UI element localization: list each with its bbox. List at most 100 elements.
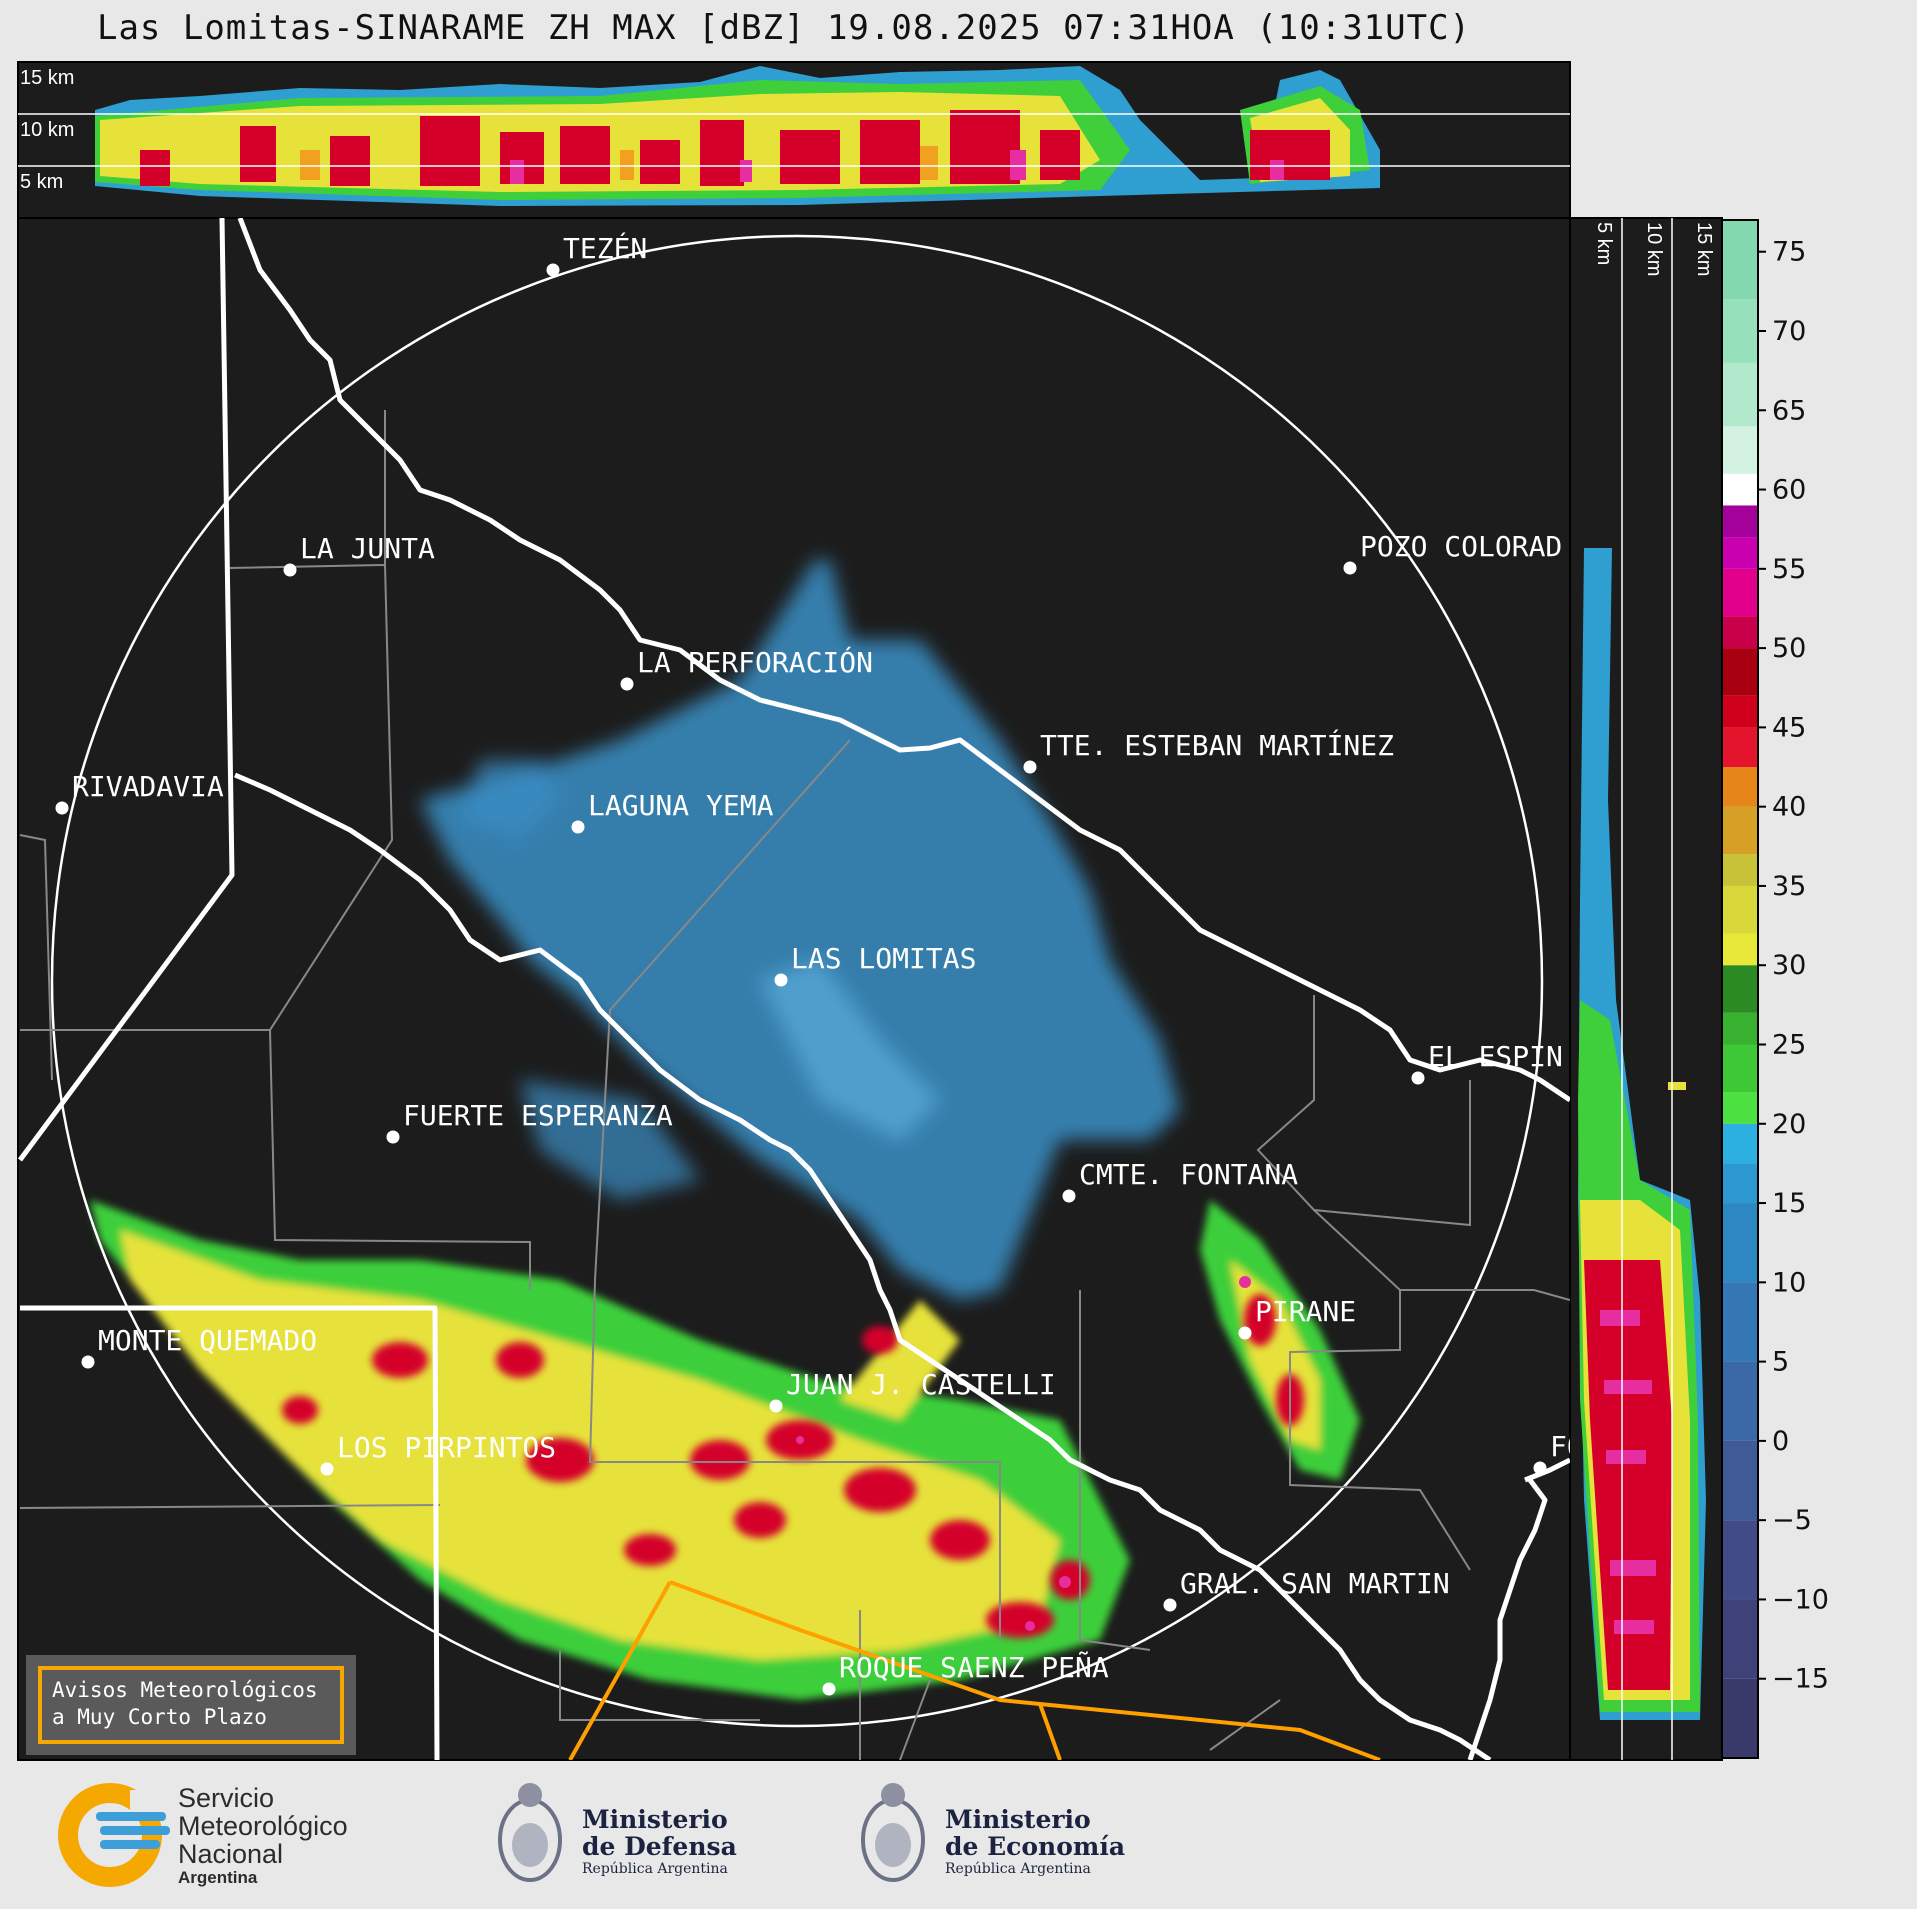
city-label: JUAN J. CASTELLI bbox=[786, 1368, 1056, 1401]
map-title: Las Lomitas-SINARAME ZH MAX [dBZ] 19.08.… bbox=[96, 8, 1472, 48]
city-marker-icon bbox=[769, 1399, 783, 1413]
colorbar-band bbox=[1722, 1012, 1758, 1045]
roads bbox=[568, 1580, 1381, 1760]
city-marker-icon bbox=[55, 801, 69, 815]
city-markers: TEZÉN LA JUNTA POZO COLORAD LA PERFORACIÓN T… bbox=[55, 231, 1584, 1696]
colorbar-tick-label: 15 bbox=[1772, 1188, 1806, 1219]
warning-box[interactable]: Avisos Meteorológicos a Muy Corto Plazo bbox=[26, 1655, 356, 1755]
side-echo-profile bbox=[1578, 548, 1706, 1720]
colorbar-tick-label: 75 bbox=[1772, 237, 1806, 268]
side-height-panel: 5 km 10 km 15 km bbox=[1569, 217, 1723, 1761]
city-label: CMTE. FONTANA bbox=[1079, 1158, 1298, 1191]
city-label: FUERTE ESPERANZA bbox=[403, 1099, 673, 1132]
colorbar-tick-label: 70 bbox=[1772, 316, 1806, 347]
city-label: LAS LOMITAS bbox=[791, 942, 976, 975]
city-label: TTE. ESTEBAN MARTÍNEZ bbox=[1040, 728, 1394, 762]
colorbar-band bbox=[1722, 965, 1758, 1013]
colorbar-tick-label: −5 bbox=[1772, 1505, 1812, 1536]
colorbar-band bbox=[1722, 1678, 1758, 1758]
defensa-line-3: República Argentina bbox=[582, 1861, 728, 1877]
city-label: TEZÉN bbox=[563, 231, 647, 265]
city-label: FO bbox=[1550, 1430, 1584, 1463]
colorbar-band bbox=[1722, 299, 1758, 363]
colorbar-band bbox=[1722, 568, 1758, 617]
smn-logo-text: Servicio Meteorológico Nacional Argentin… bbox=[178, 1784, 348, 1888]
city-label: PIRANE bbox=[1255, 1295, 1356, 1328]
top-echo-profile bbox=[95, 66, 1380, 206]
defensa-seal-icon bbox=[498, 1783, 562, 1882]
colorbar-band bbox=[1722, 426, 1758, 474]
colorbar-band bbox=[1722, 1123, 1758, 1164]
economia-line-3: República Argentina bbox=[945, 1861, 1091, 1877]
colorbar-band bbox=[1722, 933, 1758, 966]
city-label: GRAL. SAN MARTIN bbox=[1180, 1567, 1450, 1600]
city-label: POZO COLORAD bbox=[1360, 530, 1562, 563]
department-boundaries bbox=[19, 410, 1570, 1760]
colorbar-tick-label: 25 bbox=[1772, 1029, 1806, 1060]
city-label: ROQUE SAENZ PEÑA bbox=[839, 1650, 1109, 1684]
colorbar-band bbox=[1722, 885, 1758, 934]
colorbar-band bbox=[1722, 1520, 1758, 1600]
side-alt-label-15: 15 km bbox=[1693, 222, 1715, 276]
city-label: LOS PIRPINTOS bbox=[337, 1431, 556, 1464]
smn-line-1: Servicio bbox=[178, 1783, 275, 1813]
colorbar-band bbox=[1722, 362, 1758, 427]
city-label: RIVADAVIA bbox=[72, 770, 224, 803]
city-marker-icon bbox=[1411, 1071, 1425, 1085]
economia-logo-text: Ministerio de Economía República Argenti… bbox=[945, 1806, 1125, 1878]
city-label: EL ESPIN bbox=[1428, 1040, 1563, 1073]
top-alt-label-10: 10 km bbox=[20, 119, 74, 141]
city-marker-icon bbox=[1062, 1189, 1076, 1203]
city-marker-icon bbox=[620, 677, 634, 691]
stratiform-echo bbox=[420, 560, 1180, 1300]
city-marker-icon bbox=[822, 1682, 836, 1696]
city-marker-icon bbox=[1238, 1326, 1252, 1340]
side-alt-label-10: 10 km bbox=[1643, 222, 1665, 276]
city-label: LA JUNTA bbox=[300, 532, 435, 565]
smn-line-4: Argentina bbox=[178, 1868, 258, 1887]
colorbar-band bbox=[1722, 616, 1758, 649]
colorbar-band bbox=[1722, 806, 1758, 855]
provincial-boundaries bbox=[18, 218, 1570, 1760]
smn-line-2: Meteorológico bbox=[178, 1811, 348, 1841]
colorbar-tick-label: 55 bbox=[1772, 554, 1806, 585]
colorbar-band bbox=[1722, 1044, 1758, 1093]
colorbar-tick-label: −15 bbox=[1772, 1664, 1829, 1695]
colorbar-band bbox=[1722, 1203, 1758, 1283]
intense-cores bbox=[796, 1276, 1251, 1631]
colorbar-tick-label: 0 bbox=[1772, 1426, 1789, 1457]
defensa-line-2: de Defensa bbox=[582, 1832, 737, 1861]
city-marker-icon bbox=[81, 1355, 95, 1369]
colorbar-tick-label: 45 bbox=[1772, 712, 1806, 743]
defensa-line-1: Ministerio bbox=[582, 1805, 728, 1834]
defensa-logo-text: Ministerio de Defensa República Argentin… bbox=[582, 1806, 737, 1878]
economia-line-2: de Economía bbox=[945, 1832, 1126, 1861]
colorbar-tick-label: 60 bbox=[1772, 475, 1806, 506]
colorbar-tick-label: 65 bbox=[1772, 395, 1806, 426]
colorbar-band bbox=[1722, 1361, 1758, 1441]
colorbar-band bbox=[1722, 648, 1758, 696]
top-height-panel: 15 km 10 km 5 km bbox=[17, 61, 1571, 219]
range-ring bbox=[50, 234, 1544, 1728]
city-marker-icon bbox=[1533, 1461, 1547, 1475]
top-alt-label-15: 15 km bbox=[20, 67, 74, 89]
colorbar-band bbox=[1722, 1092, 1758, 1124]
city-marker-icon bbox=[283, 563, 297, 577]
smn-line-3: Nacional bbox=[178, 1839, 284, 1869]
colorbar-band bbox=[1722, 1163, 1758, 1204]
smn-logo bbox=[58, 1783, 170, 1887]
colorbar-band bbox=[1722, 537, 1758, 569]
economia-seal-icon bbox=[861, 1783, 925, 1882]
city-marker-icon bbox=[774, 973, 788, 987]
colorbar-tick-label: 40 bbox=[1772, 792, 1806, 823]
colorbar-band bbox=[1722, 854, 1758, 886]
colorbar-tick-label: 10 bbox=[1772, 1267, 1806, 1298]
colorbar-band bbox=[1722, 473, 1758, 506]
colorbar-band bbox=[1722, 220, 1758, 300]
colorbar-band bbox=[1722, 505, 1758, 538]
economia-line-1: Ministerio bbox=[945, 1805, 1091, 1834]
colorbar-bands bbox=[1722, 220, 1758, 1758]
city-marker-icon bbox=[1163, 1598, 1177, 1612]
top-alt-label-5: 5 km bbox=[20, 171, 63, 193]
